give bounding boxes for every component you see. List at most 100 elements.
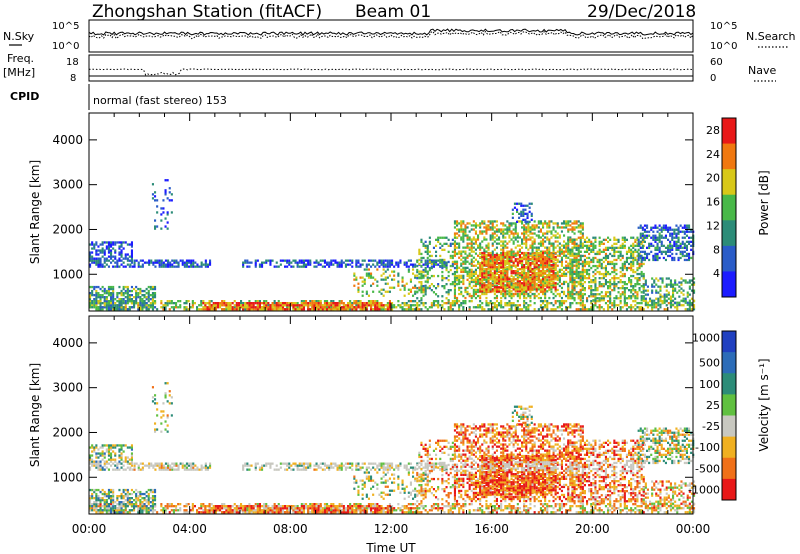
heatmap-cell (338, 300, 341, 303)
heatmap-cell (374, 306, 377, 309)
heatmap-cell (686, 301, 689, 304)
heatmap-cell (581, 268, 584, 272)
heatmap-cell (640, 264, 643, 268)
heatmap-cell (399, 306, 402, 309)
heatmap-cell (628, 289, 631, 292)
heatmap-cell (630, 260, 633, 264)
heatmap-cell (521, 308, 524, 311)
heatmap-cell (227, 304, 230, 307)
heatmap-cell (210, 308, 213, 311)
heatmap-cell (609, 293, 612, 296)
heatmap-cell (542, 242, 545, 245)
heatmap-cell (621, 254, 624, 258)
heatmap-cell (600, 264, 603, 268)
heatmap-cell (567, 283, 570, 286)
heatmap-cell (500, 276, 503, 279)
heatmap-cell (669, 281, 672, 284)
heatmap-cell (479, 270, 482, 273)
heatmap-cell (145, 304, 148, 307)
heatmap-cell (654, 258, 657, 262)
heatmap-cell (347, 302, 350, 305)
heatmap-cell (544, 222, 547, 225)
heatmap-cell (588, 240, 591, 243)
heatmap-cell (512, 250, 515, 253)
heatmap-cell (581, 236, 584, 239)
heatmap-cell (592, 246, 595, 249)
heatmap-cell (636, 281, 639, 284)
heatmap-cell (130, 259, 133, 262)
heatmap-cell (466, 266, 469, 269)
heatmap-cell (120, 300, 123, 303)
heatmap-cell (590, 306, 593, 309)
heatmap-cell (537, 220, 540, 223)
heatmap-cell (581, 284, 584, 288)
heatmap-cell (563, 300, 566, 303)
heatmap-cell (489, 226, 492, 229)
heatmap-cell (152, 261, 155, 264)
heatmap-cell (573, 222, 576, 225)
heatmap-cell (685, 252, 688, 256)
heatmap-cell (302, 306, 305, 309)
heatmap-cell (487, 304, 490, 307)
heatmap-cell (676, 306, 679, 309)
heatmap-cell (660, 230, 663, 233)
heatmap-cell (481, 255, 484, 259)
heatmap-cell (281, 302, 284, 305)
heatmap-cell (684, 308, 687, 311)
heatmap-cell (571, 238, 574, 241)
heatmap-cell (498, 270, 501, 273)
heatmap-cell (393, 304, 396, 307)
heatmap-cell (600, 299, 603, 302)
heatmap-cell (537, 284, 540, 287)
heatmap-cell (428, 250, 431, 253)
heatmap-cell (130, 298, 133, 301)
heatmap-cell (537, 222, 540, 225)
heatmap-cell (579, 246, 582, 249)
heatmap-cell (326, 308, 329, 311)
heatmap-cell (526, 212, 529, 215)
heatmap-cell (428, 254, 431, 258)
heatmap-cell (292, 265, 295, 268)
heatmap-cell (242, 263, 245, 266)
heatmap-cell (604, 256, 607, 260)
heatmap-cell (581, 244, 584, 247)
heatmap-cell (542, 264, 545, 267)
heatmap-cell (514, 278, 517, 281)
heatmap-cell (458, 276, 461, 279)
heatmap-cell (479, 288, 482, 291)
heatmap-cell (474, 280, 477, 284)
heatmap-cell (546, 286, 549, 289)
heatmap-cell (177, 261, 180, 264)
heatmap-cell (556, 244, 559, 247)
heatmap-cell (530, 202, 533, 205)
heatmap-cell (531, 232, 534, 235)
heatmap-cell (162, 261, 165, 264)
heatmap-cell (181, 263, 184, 266)
heatmap-cell (529, 280, 532, 283)
heatmap-cell (453, 246, 456, 249)
heatmap-cell (544, 294, 547, 298)
heatmap-cell (340, 263, 343, 266)
heatmap-cell (598, 285, 601, 288)
heatmap-cell (147, 298, 150, 301)
heatmap-cell (200, 261, 203, 264)
heatmap-cell (500, 280, 503, 283)
heatmap-cell (563, 234, 566, 237)
heatmap-cell (502, 234, 505, 237)
heatmap-cell (420, 272, 423, 276)
heatmap-cell (653, 279, 656, 282)
heatmap-cell (340, 302, 343, 305)
heatmap-cell (261, 261, 264, 264)
heatmap-cell (361, 306, 364, 309)
heatmap-cell (560, 248, 563, 251)
heatmap-cell (485, 255, 488, 259)
heatmap-cell (600, 297, 603, 300)
heatmap-cell (512, 292, 515, 296)
heatmap-cell (493, 230, 496, 233)
heatmap-cell (651, 289, 654, 292)
heatmap-cell (175, 261, 178, 264)
heatmap-cell (590, 293, 593, 296)
heatmap-cell (114, 302, 117, 305)
heatmap-cell (330, 304, 333, 307)
heatmap-cell (315, 300, 318, 303)
